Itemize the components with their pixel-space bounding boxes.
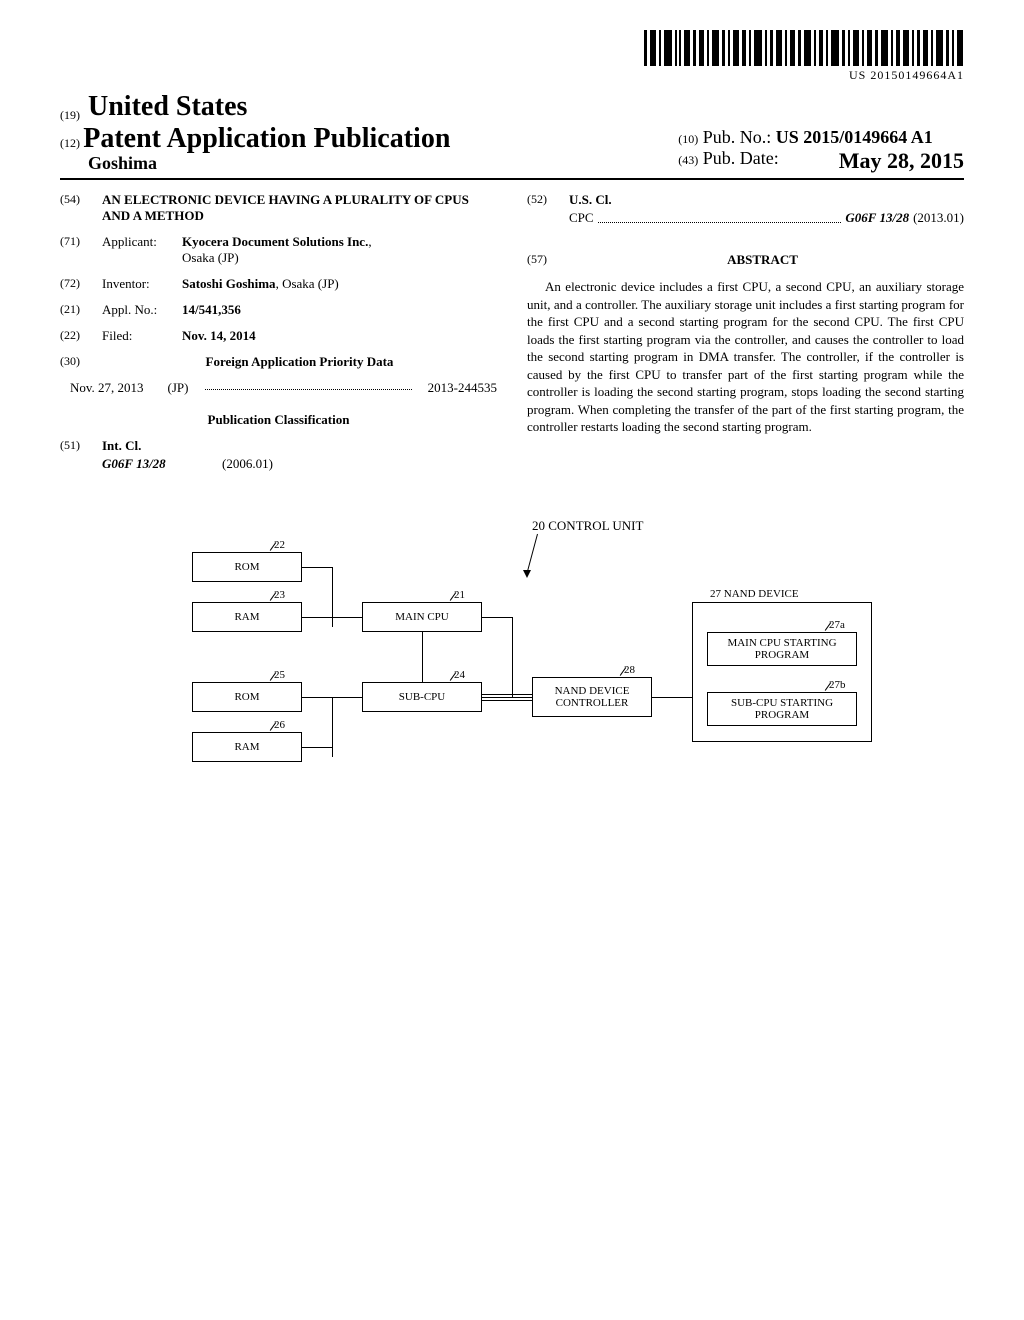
conn-line [512,617,513,697]
int-cl-code: G06F 13/28 [102,456,222,472]
field-52-label: U.S. Cl. [569,192,964,208]
diagram-ref-nand: 27 NAND DEVICE [710,588,799,600]
diagram-box-sub: SUB-CPU [362,682,482,712]
diagram-box-ram2: RAM [192,732,302,762]
cpc-code: G06F 13/28 [845,210,909,226]
diagram-box-rom2: ROM [192,682,302,712]
field-72-label: Inventor: [102,276,174,292]
pub-date-value: May 28, 2015 [839,148,964,174]
abstract-heading: ABSTRACT [561,252,964,268]
priority-row: Nov. 27, 2013 (JP) 2013-244535 [70,380,497,396]
header-main-row: (12) Patent Application Publication Gosh… [60,123,964,180]
field-30-num: (30) [60,354,94,370]
conn-line [302,617,362,618]
diagram-box-rom1: ROM [192,552,302,582]
barcode: US 20150149664A1 [644,30,964,83]
field-72-num: (72) [60,276,94,292]
applicant-name: Kyocera Document Solutions Inc. [182,234,368,249]
field-54-num: (54) [60,192,94,224]
diagram-ref-sub: 24 [454,669,465,681]
biblio-section: (54) AN ELECTRONIC DEVICE HAVING A PLURA… [60,192,964,472]
code-10: (10) [678,132,698,146]
code-43: (43) [678,153,698,167]
inventor-location: , Osaka (JP) [276,276,339,291]
conn-line [332,697,333,757]
conn-line [302,697,332,698]
int-cl-row: G06F 13/28 (2006.01) [102,456,497,472]
pub-class-heading: Publication Classification [60,412,497,428]
invention-title: AN ELECTRONIC DEVICE HAVING A PLURALITY … [102,192,497,224]
diagram-ref-rom2: 25 [274,669,285,681]
field-21-num: (21) [60,302,94,318]
applicant-location: Osaka (JP) [182,250,497,266]
diagram-box-prog1: MAIN CPU STARTING PROGRAM [707,632,857,666]
diagram-ref-ram1: 23 [274,589,285,601]
field-51-num: (51) [60,438,94,454]
diagram-box-ctrl: NAND DEVICE CONTROLLER [532,677,652,717]
diagram-ref-main: 21 [454,589,465,601]
pub-no-value: US 2015/0149664 A1 [776,127,933,147]
conn-line [302,747,332,748]
field-57-num: (57) [527,252,561,278]
header-country-row: (19) United States [60,91,964,123]
header-left: (12) Patent Application Publication Gosh… [60,123,450,174]
diagram-box-ram1: RAM [192,602,302,632]
field-21-label: Appl. No.: [102,302,174,318]
author-name: Goshima [88,153,450,174]
conn-line [652,697,692,698]
field-51-label: Int. Cl. [102,438,497,454]
barcode-area: US 20150149664A1 [60,30,964,83]
field-52-num: (52) [527,192,561,208]
field-22-label: Filed: [102,328,174,344]
diagram-box-main: MAIN CPU [362,602,482,632]
left-column: (54) AN ELECTRONIC DEVICE HAVING A PLURA… [60,192,497,472]
diagram-ref-prog2: 27b [829,679,846,691]
pub-date-label: Pub. Date: [703,148,779,168]
inventor-name: Satoshi Goshima [182,276,276,291]
title-pointer-line [527,534,538,573]
priority-number: 2013-244535 [428,380,497,396]
field-22-num: (22) [60,328,94,344]
arrow-icon [523,570,531,578]
priority-date: Nov. 27, 2013 [70,380,144,396]
priority-country: (JP) [168,380,189,396]
diagram-ref-rom1: 22 [274,539,285,551]
diagram-ref-prog1: 27a [829,619,845,631]
dots-filler-2 [598,213,842,223]
dots-filler [205,380,412,390]
code-12: (12) [60,136,80,150]
conn-line [332,567,333,627]
appl-no: 14/541,356 [182,302,497,318]
pub-no-label: Pub. No.: [703,127,772,147]
cpc-prefix: CPC [569,210,594,226]
barcode-number: US 20150149664A1 [644,68,964,83]
conn-line [332,697,362,698]
conn-line [482,694,532,695]
diagram-title: 20 CONTROL UNIT [532,518,643,534]
publication-title: Patent Application Publication [83,123,450,154]
conn-line [482,700,532,701]
diagram-ref-ctrl: 28 [624,664,635,676]
conn-line [302,567,332,568]
conn-line [482,617,512,618]
field-71-label: Applicant: [102,234,174,266]
code-19: (19) [60,108,80,123]
header-right: (10) Pub. No.: US 2015/0149664 A1 (43) P… [678,127,964,174]
conn-line [482,697,532,698]
figure-diagram: 20 CONTROL UNIT ROM22RAM23MAIN CPU21ROM2… [132,512,892,832]
barcode-svg [644,30,964,66]
right-column: (52) U.S. Cl. CPC G06F 13/28 (2013.01) (… [527,192,964,472]
country-name: United States [88,91,247,123]
foreign-priority-heading: Foreign Application Priority Data [102,354,497,370]
field-71-num: (71) [60,234,94,266]
filed-date: Nov. 14, 2014 [182,328,497,344]
cpc-date: (2013.01) [913,210,964,226]
diagram-box-prog2: SUB-CPU STARTING PROGRAM [707,692,857,726]
int-cl-date: (2006.01) [222,456,273,472]
abstract-text: An electronic device includes a first CP… [527,278,964,436]
conn-line [422,632,423,682]
diagram-ref-ram2: 26 [274,719,285,731]
